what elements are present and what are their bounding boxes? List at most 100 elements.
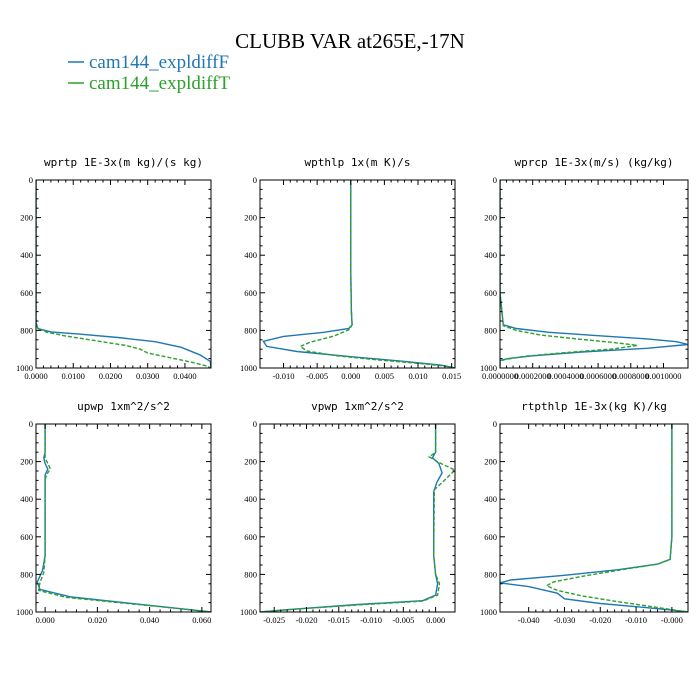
y-tick-label: 600 (484, 288, 497, 298)
y-tick-label: 600 (244, 532, 257, 542)
panel-title: wpthlp 1x(m K)/s (305, 156, 411, 169)
series-line-cam144_expldiffT (298, 180, 455, 368)
y-tick-label: 400 (20, 250, 33, 260)
panel-3: wprcp 1E-3x(m/s) (kg/kg) 0 200 400 600 800 100… (480, 156, 689, 381)
y-tick-label: 400 (244, 250, 257, 260)
x-tick-label: 0.0002000 (515, 371, 551, 381)
x-tick-label: -0.005 (392, 615, 414, 625)
x-tick-label: 0.0400 (173, 371, 196, 381)
panel-frame (499, 423, 689, 613)
y-tick-label: 600 (244, 288, 257, 298)
panel-4: upwp 1xm^2/s^2 0 200 400 600 800 10000.000 0.02… (16, 400, 212, 625)
x-tick-label: 0.0010000 (645, 371, 681, 381)
y-tick-label: 1000 (240, 363, 257, 373)
y-tick-label: 600 (20, 288, 33, 298)
panel-title: rtpthlp 1E-3x(kg K)/kg (521, 400, 667, 413)
x-tick-label: 0.005 (375, 371, 394, 381)
series-line-cam144_expldiffT (260, 424, 455, 612)
panel-5: vpwp 1xm^2/s^2 0 200 400 600 800 1000 -0.025 -0.… (240, 400, 456, 625)
x-tick-label: -0.010 (273, 371, 295, 381)
legend: cam144_expldiffF cam144_expldiffT (68, 52, 230, 94)
y-tick-label: 0 (493, 175, 497, 185)
panel-6: rtpthlp 1E-3x(kg K)/kg 0 200 400 600 800 1000 -… (480, 400, 689, 625)
y-tick-label: 800 (20, 569, 33, 579)
figure-title: CLUBB VAR at265E,-17N (235, 29, 465, 53)
y-tick-label: 800 (244, 569, 257, 579)
y-tick-label: 800 (484, 325, 497, 335)
x-tick-label: -0.010 (360, 615, 382, 625)
y-tick-label: 800 (20, 325, 33, 335)
x-tick-label: -0.025 (263, 615, 285, 625)
x-tick-label: 0.060 (192, 615, 211, 625)
panel-frame (35, 423, 212, 613)
legend-label-expldiffF: cam144_expldiffF (89, 52, 229, 73)
x-tick-label: 0.040 (140, 615, 159, 625)
y-tick-label: 800 (484, 569, 497, 579)
y-tick-label: 400 (20, 494, 33, 504)
x-tick-label: -0.020 (296, 615, 318, 625)
series-line-cam144_expldiffF (260, 424, 443, 612)
x-tick-label: -0.020 (589, 615, 611, 625)
x-tick-label: 0.0100 (62, 371, 85, 381)
panels: wprtp 1E-3x(m kg)/(s kg) 0 200 400 600 800 100… (16, 156, 689, 625)
x-tick-label: 0.0000 (24, 371, 47, 381)
series-line-cam144_expldiffF (262, 180, 455, 368)
y-tick-label: 600 (484, 532, 497, 542)
series-line-cam144_expldiffT (37, 424, 211, 612)
x-tick-label: 0.020 (88, 615, 107, 625)
y-tick-label: 200 (20, 213, 33, 223)
x-tick-label: 0.0300 (136, 371, 159, 381)
series-line-cam144_expldiffF (500, 424, 688, 612)
panel-2: wpthlp 1x(m K)/s 0 200 400 600 800 1000 -0.010 -… (240, 156, 461, 381)
y-tick-label: 0 (253, 175, 257, 185)
y-tick-label: 400 (484, 494, 497, 504)
series-line-cam144_expldiffF (36, 424, 211, 612)
y-tick-label: 1000 (16, 607, 33, 617)
series-line-cam144_expldiffT (500, 180, 638, 368)
y-tick-label: 1000 (480, 607, 497, 617)
x-tick-label: -0.030 (553, 615, 575, 625)
panel-title: wprtp 1E-3x(m kg)/(s kg) (44, 156, 203, 169)
panel-title: upwp 1xm^2/s^2 (77, 400, 170, 413)
x-tick-label: 0.000 (426, 615, 445, 625)
y-tick-label: 1000 (480, 363, 497, 373)
x-tick-label: 0.0000000 (482, 371, 518, 381)
panel-frame (259, 423, 456, 613)
x-tick-label: 0.0006000 (580, 371, 616, 381)
series-line-cam144_expldiffF (36, 180, 211, 368)
panel-title: vpwp 1xm^2/s^2 (311, 400, 404, 413)
y-tick-label: 200 (244, 213, 257, 223)
y-tick-label: 600 (20, 532, 33, 542)
y-tick-label: 0 (29, 175, 33, 185)
x-tick-label: 0.0008000 (613, 371, 649, 381)
y-tick-label: 1000 (16, 363, 33, 373)
x-tick-label: -0.000 (661, 615, 683, 625)
x-tick-label: -0.005 (306, 371, 328, 381)
x-tick-label: 0.0200 (99, 371, 122, 381)
panel-frame (35, 179, 212, 369)
panel-frame (259, 179, 456, 369)
y-tick-label: 0 (29, 419, 33, 429)
y-tick-label: 0 (493, 419, 497, 429)
y-tick-label: 200 (244, 457, 257, 467)
y-tick-label: 400 (244, 494, 257, 504)
x-tick-label: 0.000 (341, 371, 360, 381)
y-tick-label: 400 (484, 250, 497, 260)
x-tick-label: 0.010 (408, 371, 427, 381)
x-tick-label: 0.0004000 (547, 371, 583, 381)
x-tick-label: -0.015 (328, 615, 350, 625)
x-tick-label: 0.015 (442, 371, 461, 381)
legend-label-expldiffT: cam144_expldiffT (89, 73, 230, 94)
y-tick-label: 200 (20, 457, 33, 467)
panel-title: wprcp 1E-3x(m/s) (kg/kg) (515, 156, 674, 169)
x-tick-label: -0.010 (625, 615, 647, 625)
y-tick-label: 800 (244, 325, 257, 335)
series-line-cam144_expldiffT (36, 180, 211, 368)
y-tick-label: 200 (484, 457, 497, 467)
y-tick-label: 0 (253, 419, 257, 429)
y-tick-label: 200 (484, 213, 497, 223)
panel-1: wprtp 1E-3x(m kg)/(s kg) 0 200 400 600 800 100… (16, 156, 212, 381)
y-tick-label: 1000 (240, 607, 257, 617)
series-line-cam144_expldiffT (545, 424, 688, 612)
